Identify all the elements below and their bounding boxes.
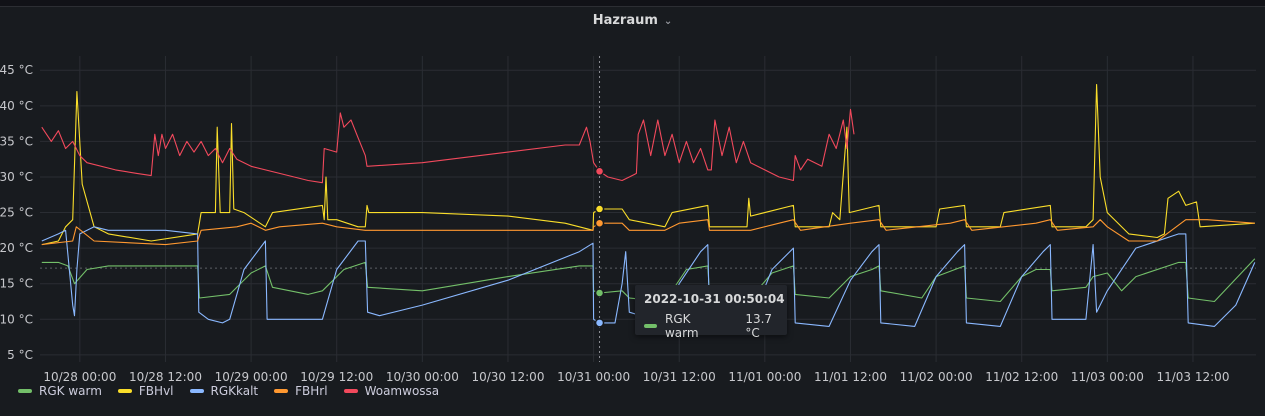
legend-item[interactable]: RGKkalt [189,384,259,398]
x-tick-label: 11/03 00:00 [1071,370,1144,384]
y-tick-label: 40 °C [0,99,33,113]
panel-title[interactable]: Hazraum [592,12,658,28]
x-axis: 10/28 00:00 10/28 12:00 10/29 00:00 10/29 1… [43,370,1229,384]
tooltip-series: RGK warm [664,312,699,340]
legend-swatch [343,389,358,393]
tooltip-time: 2022-10-31 00:50:04 [644,292,785,306]
series-line-fbhrl [41,219,1255,246]
x-tick-label: 10/28 12:00 [129,370,202,384]
legend-label: FBHrl [295,384,328,398]
y-tick-label: 45 °C [0,63,33,77]
y-tick-label: 5 °C [7,348,33,362]
tooltip-value: 13.7 °C [745,312,773,340]
x-tick-label: 11/02 00:00 [900,370,973,384]
y-axis: 5 °C 10 °C 15 °C 20 °C 25 °C 30 °C 35 °C 40 °C 4… [0,63,33,362]
legend-item[interactable]: FBHvl [117,384,174,398]
chevron-down-icon[interactable]: ⌄ [663,15,673,27]
legend-item[interactable]: FBHrl [274,384,328,398]
x-tick-label: 10/31 00:00 [557,370,630,384]
hover-point-woamwossa [594,166,605,177]
legend-item[interactable]: Woamwossa [343,384,440,398]
legend-swatch [274,389,289,393]
x-tick-label: 10/31 12:00 [643,370,716,384]
x-tick-label: 10/28 00:00 [43,370,116,384]
legend-label: RGKkalt [210,384,259,398]
legend-label: RGK warm [39,384,102,398]
x-tick-label: 10/29 00:00 [215,370,288,384]
grid [40,56,1256,362]
series-line-woamwossa [41,108,855,184]
tooltip-row: RGK warm 13.7 °C [644,312,787,340]
legend: RGK warm FBHvl RGKkalt FBHrl Woamwossa [18,384,439,398]
y-tick-label: 35 °C [0,134,33,148]
y-tick-label: 20 °C [0,241,33,255]
tooltip-swatch [644,324,657,328]
x-tick-label: 11/01 00:00 [728,370,801,384]
legend-swatch [117,389,132,393]
hover-tooltip: 2022-10-31 00:50:04 RGK warm 13.7 °C [635,285,787,340]
hover-point-fbhvl [594,204,605,214]
y-tick-label: 10 °C [0,312,33,326]
chart-panel [0,6,1265,416]
y-tick-label: 15 °C [0,277,33,291]
x-tick-label: 10/30 12:00 [471,370,544,384]
y-tick-label: 25 °C [0,206,33,220]
hover-point-rgk-warm [594,288,605,298]
y-tick-label: 30 °C [0,170,33,184]
legend-label: FBHvl [138,384,174,398]
legend-swatch [189,389,204,393]
x-tick-label: 11/03 12:00 [1156,370,1229,384]
legend-swatch [18,389,32,393]
hover-overlay [594,56,605,362]
legend-item[interactable]: RGK warm [18,384,102,398]
legend-label: Woamwossa [364,384,440,398]
x-tick-label: 10/30 00:00 [386,370,459,384]
x-tick-label: 11/01 12:00 [814,370,887,384]
hover-point-rgkkalt [594,318,605,328]
x-tick-label: 10/29 12:00 [300,370,373,384]
hover-point-fbhrl [594,218,605,228]
x-tick-label: 11/02 12:00 [985,370,1058,384]
series-line-fbhvl [41,83,1255,246]
panel-header[interactable]: Hazraum ⌄ [0,6,1265,34]
